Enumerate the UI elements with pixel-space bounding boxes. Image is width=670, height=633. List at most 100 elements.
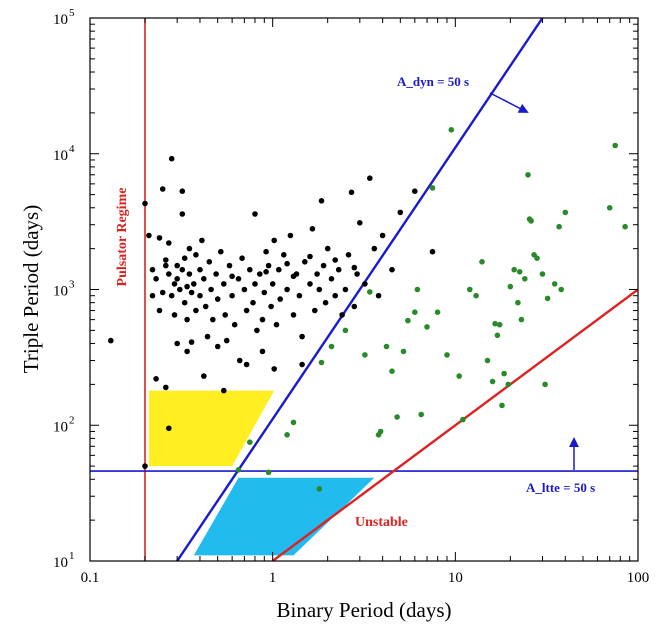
axis-ticks <box>89 17 639 562</box>
green-point <box>342 327 349 334</box>
green-point <box>489 378 496 385</box>
a-dyn-label: A_dyn = 50 s <box>397 74 469 89</box>
green-point <box>516 269 523 275</box>
black-point <box>184 283 190 290</box>
black-point <box>159 186 166 192</box>
black-point <box>201 373 207 379</box>
black-point <box>221 387 227 394</box>
black-point <box>332 292 339 299</box>
black-point <box>241 286 248 293</box>
black-point <box>328 276 335 282</box>
black-point <box>214 343 221 350</box>
black-point <box>276 266 282 273</box>
a-dyn-arrow-icon <box>489 92 529 113</box>
green-point <box>542 381 548 388</box>
green-point <box>328 343 335 350</box>
green-point <box>551 281 558 287</box>
black-point <box>166 425 172 432</box>
black-point <box>263 269 269 275</box>
black-point <box>235 276 242 282</box>
black-point <box>181 299 188 306</box>
black-point <box>389 266 395 273</box>
black-point <box>163 384 169 391</box>
black-point <box>271 366 278 372</box>
black-point <box>221 281 227 287</box>
x-tick-label: 10 <box>448 570 463 586</box>
black-point <box>318 198 325 204</box>
black-point <box>367 175 373 181</box>
green-point <box>429 185 436 191</box>
black-point <box>247 266 253 273</box>
data-points <box>108 127 628 492</box>
black-point <box>166 271 172 277</box>
black-point <box>166 240 172 246</box>
green-point <box>247 439 253 446</box>
black-point <box>397 209 404 216</box>
black-point <box>153 376 159 382</box>
green-point <box>507 283 514 290</box>
black-point <box>171 281 178 287</box>
yellow-region <box>148 390 275 467</box>
green-point <box>612 142 618 149</box>
black-point <box>146 232 152 239</box>
green-point <box>467 286 473 293</box>
black-point <box>287 232 294 239</box>
black-point <box>307 253 313 260</box>
black-point <box>316 286 323 293</box>
black-point <box>268 303 274 310</box>
green-point <box>518 316 525 323</box>
cyan-region <box>193 477 375 556</box>
black-point <box>193 307 199 314</box>
black-point <box>290 312 297 318</box>
green-point <box>622 223 628 230</box>
y-tick-exponent: 2 <box>69 414 75 426</box>
black-point <box>342 286 349 293</box>
green-point <box>499 402 505 409</box>
x-tick-label: 0.1 <box>81 570 100 586</box>
black-point <box>236 357 243 364</box>
y-tick-label: 10 <box>53 284 68 300</box>
unstable-line <box>271 288 638 561</box>
black-point <box>335 266 342 273</box>
black-point <box>142 200 148 207</box>
black-point <box>290 273 297 280</box>
green-point <box>492 320 498 327</box>
black-point <box>108 337 114 344</box>
black-point <box>299 361 305 368</box>
black-point <box>324 245 331 252</box>
black-point <box>174 276 180 282</box>
y-tick-label: 10 <box>53 148 68 164</box>
black-point <box>239 255 245 261</box>
green-point <box>405 317 411 324</box>
green-point <box>448 127 455 133</box>
green-point <box>606 205 613 211</box>
black-point <box>357 220 363 226</box>
black-point <box>259 316 266 323</box>
green-point <box>444 352 450 358</box>
green-point <box>318 359 325 366</box>
green-point <box>418 411 425 418</box>
green-point <box>539 271 546 277</box>
black-point <box>307 281 313 287</box>
black-point <box>149 266 156 273</box>
x-tick-label: 100 <box>627 570 650 586</box>
black-point <box>142 463 148 469</box>
y-tick-label: 10 <box>53 555 68 571</box>
green-point <box>525 172 531 178</box>
black-point <box>351 303 358 310</box>
black-point <box>314 271 320 277</box>
black-point <box>174 262 180 269</box>
y-tick-label: 10 <box>53 12 68 28</box>
y-tick-exponent: 5 <box>69 7 75 19</box>
x-tick-label: 1 <box>269 570 277 586</box>
black-point <box>226 262 233 269</box>
black-point <box>199 237 205 244</box>
shaded-regions <box>148 390 375 556</box>
black-point <box>197 292 203 299</box>
a-ltte-label: A_ltte = 50 s <box>526 480 595 495</box>
green-point <box>501 370 507 377</box>
black-point <box>201 276 207 282</box>
black-point <box>252 281 258 287</box>
green-point <box>284 432 290 438</box>
